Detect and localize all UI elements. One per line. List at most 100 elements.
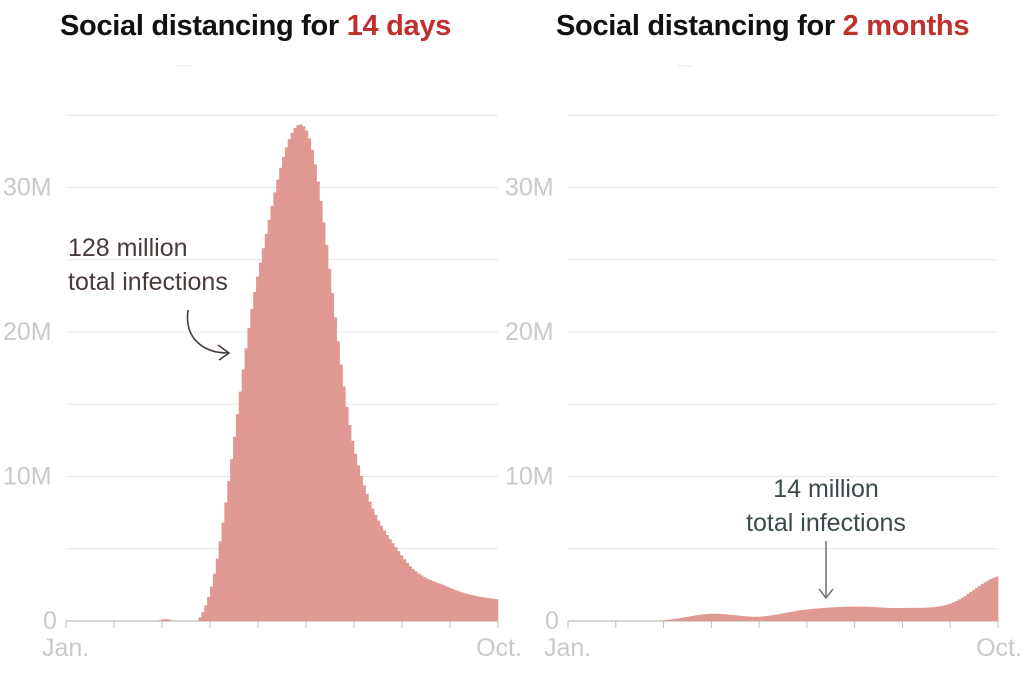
- bar: [659, 620, 663, 621]
- bar: [307, 138, 312, 621]
- bar: [685, 616, 689, 621]
- bar: [460, 592, 464, 621]
- bar: [235, 414, 240, 621]
- bar: [740, 615, 744, 621]
- bar: [492, 598, 496, 621]
- bar: [748, 616, 752, 621]
- title-left-prefix: Social distancing for: [60, 10, 347, 42]
- x-ticks-left: [65, 621, 499, 628]
- bar: [817, 608, 821, 621]
- title-right-prefix: Social distancing for: [556, 10, 843, 42]
- bar: [889, 607, 893, 621]
- bar: [305, 130, 309, 621]
- bar: [848, 606, 853, 621]
- bar: [302, 126, 306, 621]
- bar: [805, 609, 810, 621]
- bar: [923, 607, 927, 621]
- annotation-text: 14 million: [773, 475, 879, 503]
- bar: [826, 607, 830, 621]
- bar: [840, 606, 844, 621]
- bar: [900, 608, 904, 621]
- bar: [457, 591, 461, 621]
- bar: [891, 608, 896, 621]
- y-tick-label: 30M: [505, 174, 554, 202]
- bar: [328, 268, 332, 621]
- bar: [722, 614, 726, 621]
- bar: [934, 606, 939, 621]
- bar: [803, 609, 807, 621]
- bars-left: [158, 124, 499, 622]
- bar: [420, 575, 424, 621]
- bar: [851, 606, 855, 621]
- bar: [674, 618, 678, 621]
- bar: [734, 615, 738, 621]
- chart-title-left: Social distancing for 14 days: [60, 10, 451, 43]
- bar: [814, 608, 818, 621]
- bar: [831, 607, 835, 621]
- title-right-highlight: 2 months: [842, 10, 970, 42]
- bar: [408, 566, 412, 621]
- bar: [860, 606, 864, 621]
- bar: [227, 481, 231, 621]
- bar: [454, 590, 458, 621]
- chart-title-right: Social distancing for 2 months: [556, 10, 969, 43]
- bar: [777, 614, 781, 621]
- bar: [474, 596, 479, 621]
- bar: [791, 611, 795, 621]
- bar: [912, 607, 916, 621]
- bar: [204, 605, 208, 621]
- bar: [313, 164, 317, 621]
- bar: [247, 328, 251, 621]
- bar: [728, 614, 732, 621]
- bar: [714, 613, 718, 621]
- bar: [834, 607, 838, 621]
- bar: [224, 502, 228, 621]
- bar: [333, 317, 338, 621]
- bar: [949, 603, 953, 621]
- bar: [273, 192, 277, 621]
- bar: [932, 607, 936, 621]
- bar: [731, 615, 735, 621]
- bar: [212, 573, 217, 621]
- bar: [284, 147, 289, 621]
- bar: [414, 571, 418, 621]
- bar: [966, 594, 970, 621]
- bar: [866, 606, 870, 621]
- bar: [296, 125, 300, 622]
- bar: [929, 607, 933, 621]
- bar: [449, 587, 453, 621]
- annotation-arrow: [186, 309, 229, 354]
- bar: [359, 475, 363, 621]
- y-tick-label: 20M: [3, 318, 52, 346]
- bar: [379, 525, 384, 621]
- bar: [977, 585, 982, 621]
- bar: [894, 608, 898, 621]
- bar: [679, 617, 683, 621]
- bar: [426, 578, 430, 621]
- bar: [662, 620, 666, 621]
- bar: [218, 541, 222, 621]
- bar: [774, 614, 778, 621]
- bar: [348, 425, 352, 621]
- bar: [995, 576, 999, 621]
- bar: [325, 245, 329, 621]
- bar: [765, 615, 769, 621]
- bar: [676, 618, 681, 621]
- bar: [671, 619, 675, 621]
- bar: [342, 386, 346, 621]
- bar: [972, 590, 976, 621]
- bar: [992, 577, 996, 621]
- bar: [969, 592, 973, 621]
- bar: [768, 615, 772, 621]
- bar: [362, 485, 366, 621]
- bar: [886, 607, 890, 621]
- chart-panel-left: 0 10M 20M 30M Jan. Oct. 128 million total infec…: [3, 65, 522, 662]
- bar: [330, 293, 335, 621]
- bar: [336, 341, 340, 621]
- bar: [434, 582, 438, 621]
- title-left-highlight: 14 days: [346, 10, 452, 42]
- bar: [745, 616, 749, 621]
- bar: [489, 598, 493, 621]
- annotation-right: 14 million total infections: [746, 475, 906, 600]
